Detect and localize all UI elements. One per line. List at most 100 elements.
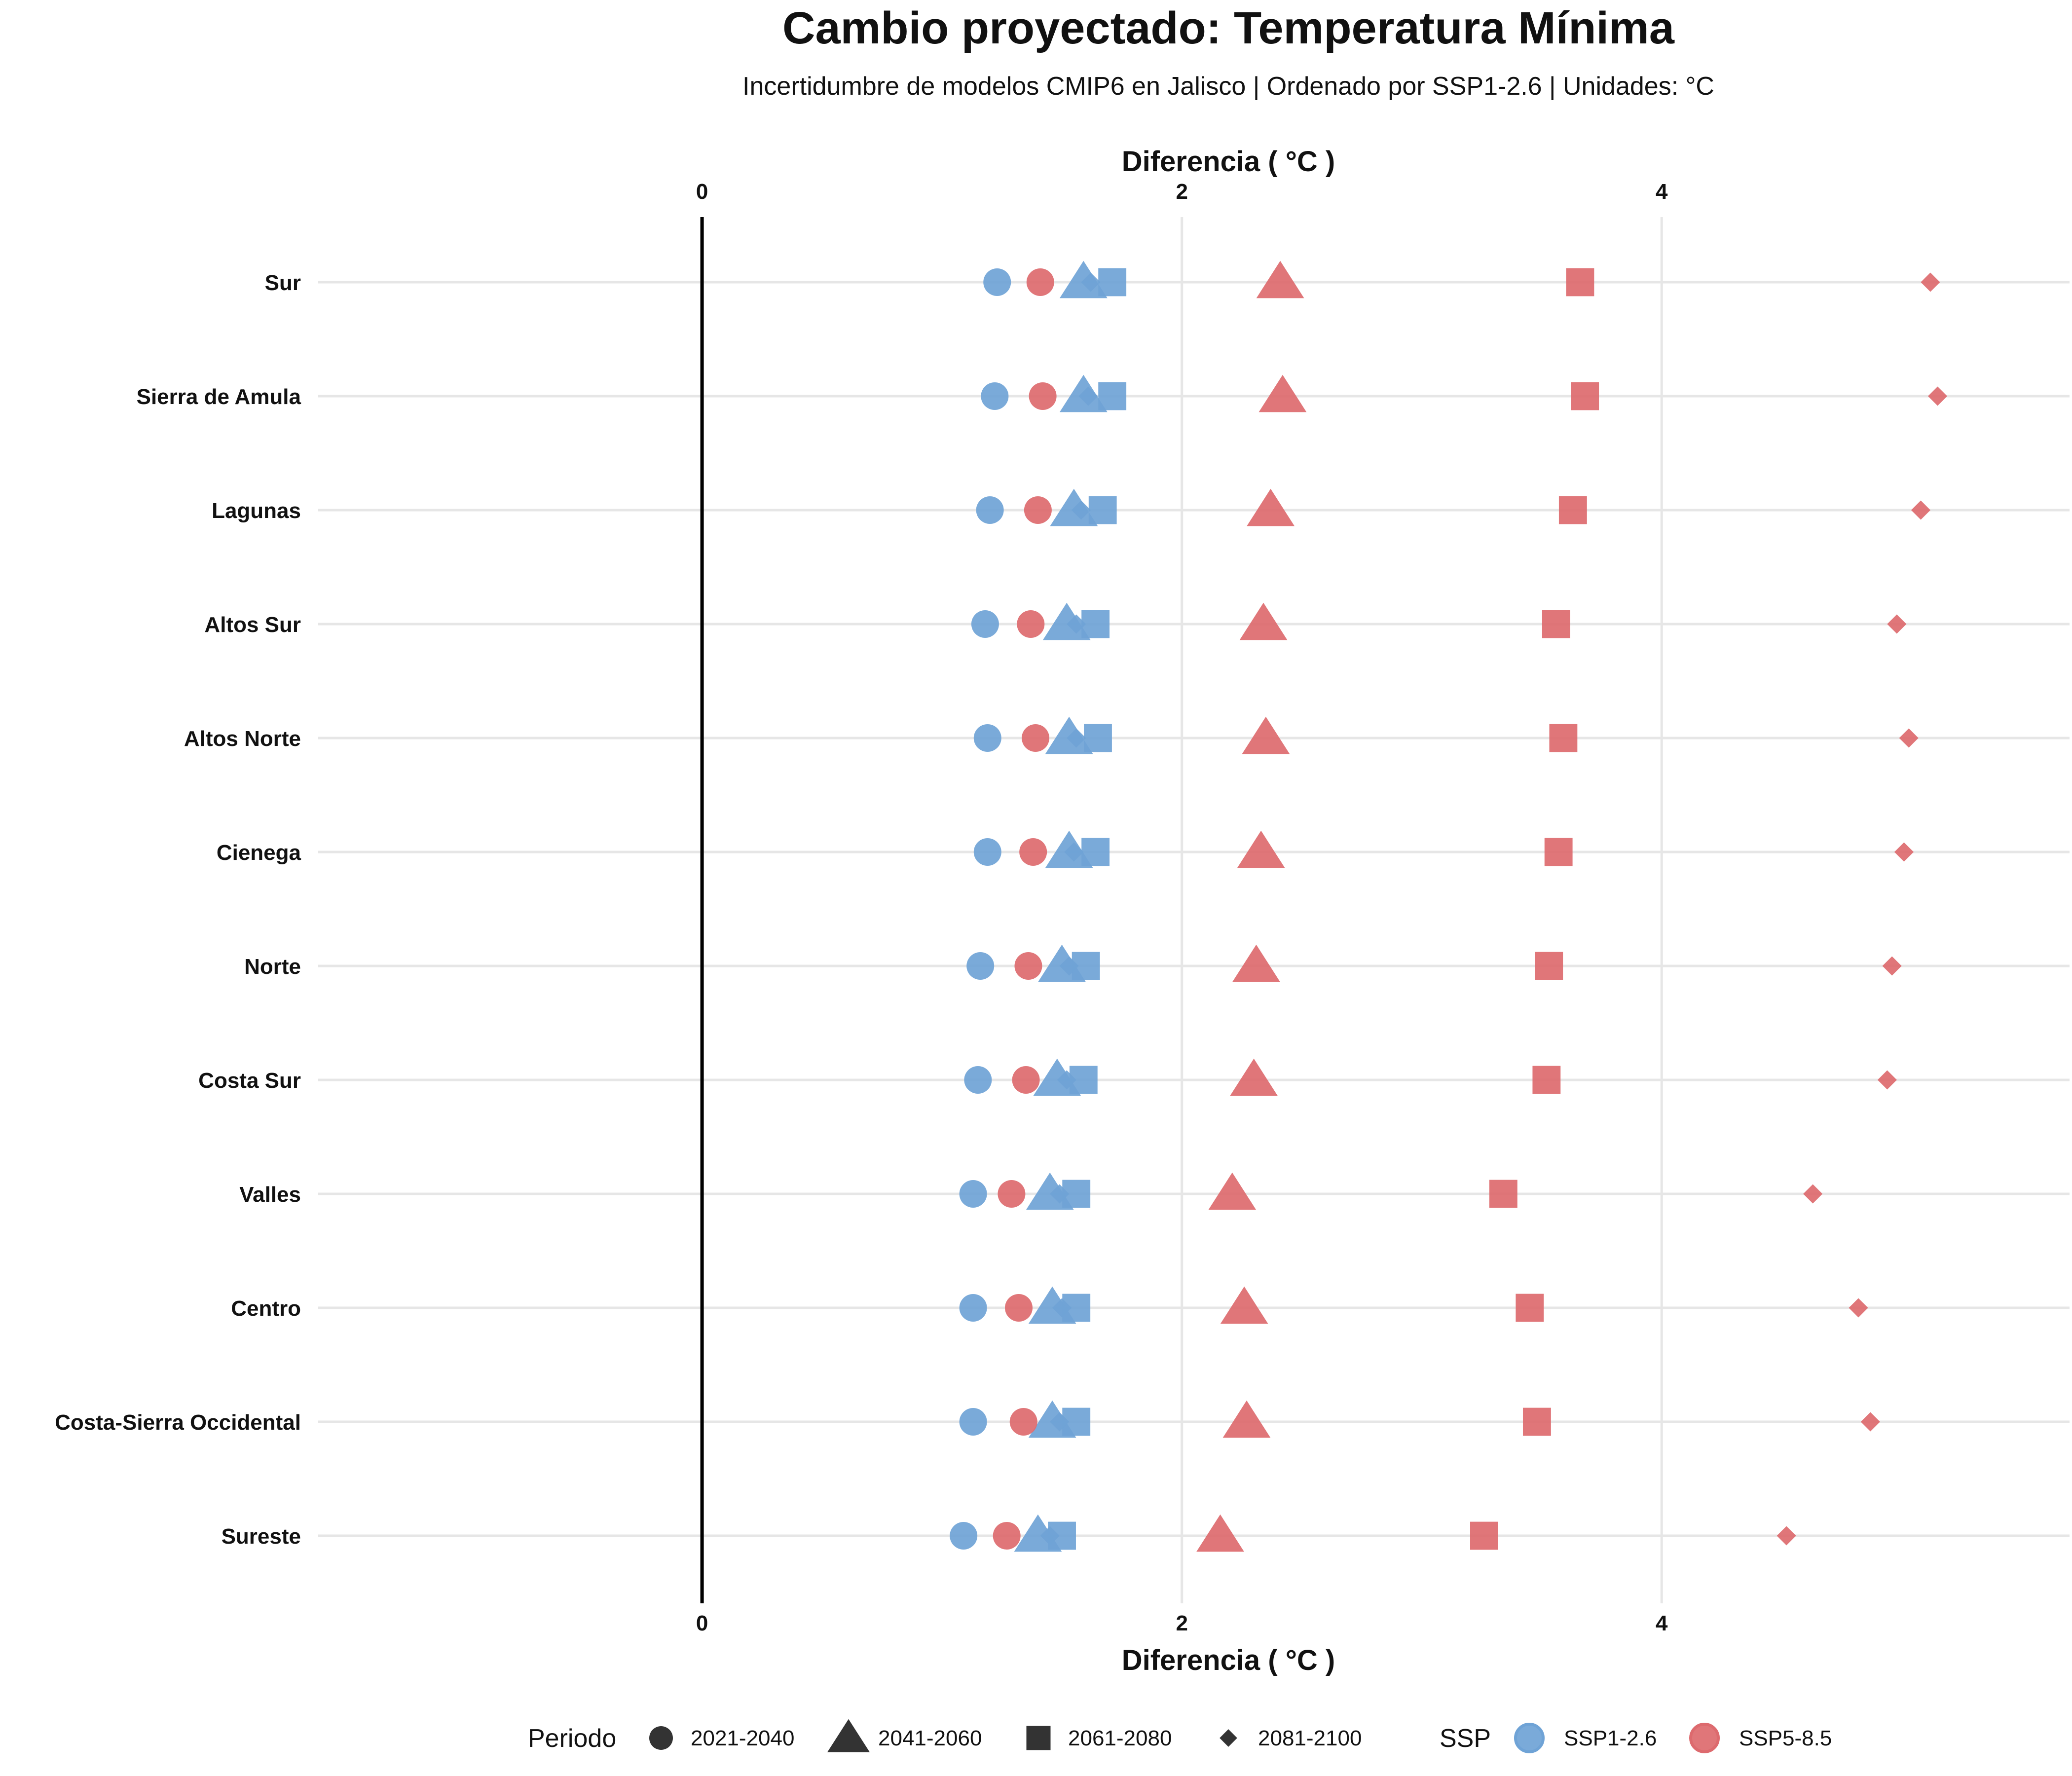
legend-ssp-title: SSP	[1440, 1724, 1491, 1753]
data-point-diamond	[1067, 614, 1086, 634]
data-point-diamond	[1050, 1184, 1070, 1204]
data-point-circle	[1017, 610, 1045, 638]
data-point-square	[1081, 610, 1110, 638]
data-point-diamond	[1052, 1298, 1072, 1318]
data-point-square	[1470, 1521, 1498, 1550]
x-tick-label-top: 2	[1176, 180, 1187, 204]
legend-shape-circle	[649, 1726, 673, 1750]
data-point-circle	[1009, 1408, 1037, 1436]
data-points	[950, 260, 1948, 1552]
data-point-triangle	[1050, 488, 1098, 526]
data-point-diamond	[1040, 1526, 1060, 1546]
data-point-square	[1535, 952, 1563, 980]
legend-shape-square	[1026, 1726, 1051, 1750]
data-point-square	[1088, 496, 1117, 524]
data-point-diamond	[1887, 614, 1907, 634]
data-point-square	[1098, 382, 1127, 410]
data-point-diamond	[1057, 1070, 1076, 1090]
data-point-circle	[1019, 838, 1047, 866]
data-point-circle	[983, 268, 1011, 296]
chart-title: Cambio proyectado: Temperatura Mínima	[782, 3, 1675, 53]
x-axis-title-top: Diferencia ( °C )	[1122, 146, 1335, 178]
data-point-square	[1081, 838, 1110, 866]
data-point-diamond	[1064, 842, 1084, 862]
data-point-diamond	[1877, 1070, 1897, 1090]
data-point-triangle	[1258, 374, 1307, 412]
data-point-circle	[959, 1180, 987, 1208]
data-point-triangle	[1242, 716, 1290, 754]
legend-ssp-swatch	[1689, 1723, 1720, 1753]
data-point-diamond	[1899, 728, 1919, 748]
data-point-square	[1542, 610, 1570, 638]
y-category-label: Sureste	[222, 1524, 301, 1549]
data-point-square	[1516, 1294, 1544, 1322]
y-category-label: Costa Sur	[198, 1069, 301, 1093]
data-point-square	[1489, 1180, 1517, 1208]
data-point-circle	[998, 1180, 1026, 1208]
data-point-diamond	[1776, 1526, 1796, 1546]
data-point-square	[1532, 1066, 1561, 1094]
legend-period-label: 2041-2060	[878, 1726, 982, 1750]
data-point-diamond	[1059, 956, 1079, 976]
data-point-triangle	[1220, 1286, 1268, 1324]
data-point-square	[1084, 724, 1112, 752]
data-point-circle	[1014, 952, 1042, 980]
legend-shape-diamond	[1220, 1729, 1237, 1747]
data-point-circle	[1029, 382, 1057, 410]
y-category-label: Sierra de Amula	[137, 385, 301, 409]
data-point-diamond	[1882, 956, 1902, 976]
chart-subtitle: Incertidumbre de modelos CMIP6 en Jalisc…	[742, 72, 1714, 101]
y-category-label: Valles	[239, 1183, 301, 1207]
legend-period-title: Periodo	[528, 1724, 616, 1753]
y-category-label: Costa-Sierra Occidental	[55, 1410, 301, 1435]
legend-shape-triangle	[827, 1719, 870, 1752]
legend-ssp-label: SSP5-8.5	[1739, 1726, 1832, 1750]
y-category-label: Sur	[265, 271, 301, 295]
data-point-diamond	[1911, 500, 1931, 520]
data-point-diamond	[1067, 728, 1086, 748]
legend-period-label: 2061-2080	[1068, 1726, 1172, 1750]
data-point-circle	[959, 1408, 987, 1436]
axis-ticks: 0 0 2 2 4 4	[696, 180, 1668, 1635]
y-axis-labels: Sur Sierra de Amula Lagunas Altos Sur Altos …	[55, 271, 301, 1549]
data-point-triangle	[1239, 602, 1288, 640]
data-point-circle	[966, 952, 995, 980]
data-point-circle	[964, 1066, 992, 1094]
data-point-triangle	[1237, 830, 1285, 868]
x-tick-label-top: 4	[1656, 180, 1668, 204]
y-category-label: Norte	[244, 955, 301, 979]
data-point-square	[1098, 268, 1127, 296]
data-point-diamond	[1803, 1184, 1823, 1204]
data-point-square	[1571, 382, 1599, 410]
data-point-circle	[1012, 1066, 1040, 1094]
gridlines	[318, 217, 2070, 1603]
data-point-triangle	[1045, 716, 1093, 754]
data-point-triangle	[1059, 260, 1108, 298]
data-point-circle	[1022, 724, 1050, 752]
legend: Periodo 2021-2040 2041-2060 2061-2080 2081-2…	[528, 1719, 1832, 1753]
data-point-square	[1544, 838, 1573, 866]
y-category-label: Lagunas	[212, 499, 301, 523]
data-point-triangle	[1256, 260, 1304, 298]
data-point-diamond	[1050, 1412, 1070, 1432]
data-point-triangle	[1230, 1058, 1278, 1096]
data-point-diamond	[1860, 1412, 1880, 1432]
y-category-label: Centro	[231, 1296, 301, 1321]
data-point-circle	[959, 1294, 987, 1322]
x-tick-label-top: 0	[696, 180, 708, 204]
data-point-diamond	[1921, 272, 1940, 292]
legend-period-label: 2021-2040	[691, 1726, 794, 1750]
data-point-circle	[1026, 268, 1054, 296]
x-tick-label-bottom: 2	[1176, 1611, 1187, 1635]
data-point-circle	[993, 1522, 1021, 1550]
data-point-triangle	[1196, 1514, 1244, 1552]
data-point-circle	[1005, 1294, 1033, 1322]
data-point-diamond	[1078, 386, 1098, 406]
x-axis-title-bottom: Diferencia ( °C )	[1122, 1644, 1335, 1676]
data-point-triangle	[1232, 944, 1280, 982]
y-category-label: Altos Norte	[184, 727, 301, 751]
data-point-circle	[976, 496, 1004, 524]
data-point-square	[1522, 1407, 1551, 1436]
data-point-circle	[981, 382, 1009, 410]
